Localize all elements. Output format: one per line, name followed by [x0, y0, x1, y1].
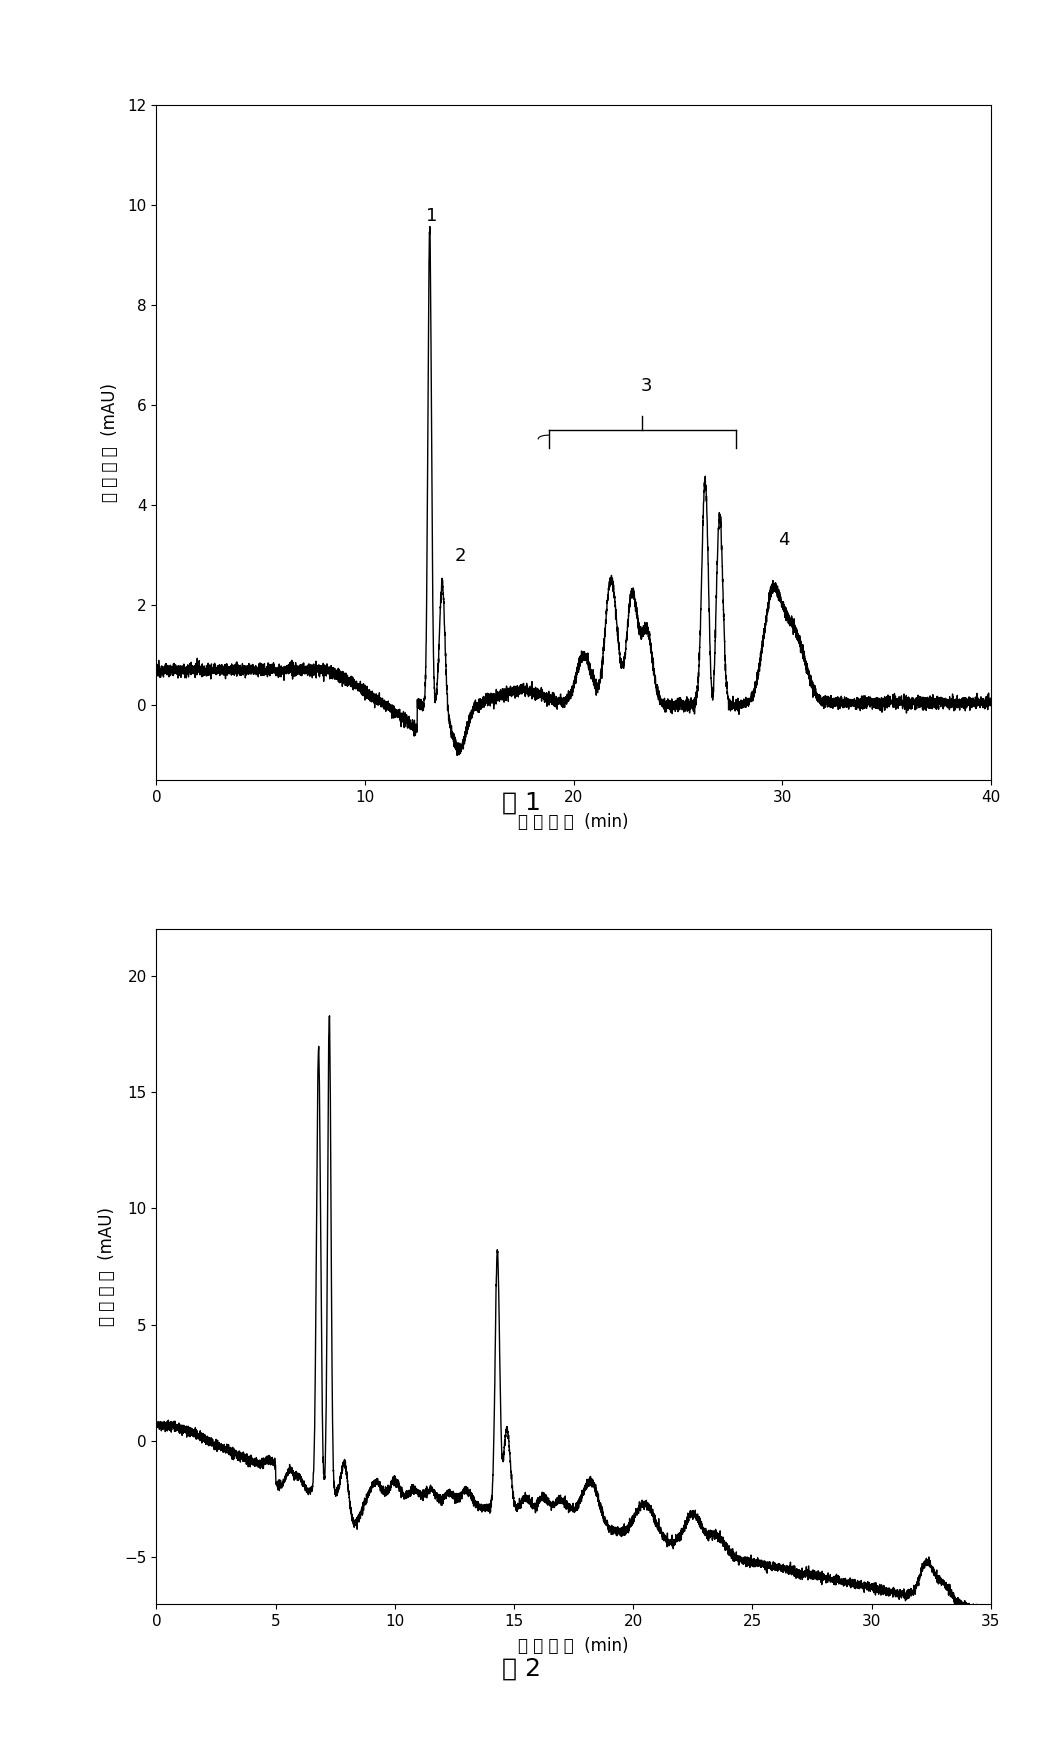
Text: 2: 2 [455, 547, 466, 564]
Text: 图 1: 图 1 [502, 791, 541, 815]
Y-axis label: 吸 收 强 度  (mAU): 吸 收 强 度 (mAU) [101, 384, 119, 501]
Y-axis label: 吸 收 强 度  (mAU): 吸 收 强 度 (mAU) [98, 1208, 116, 1325]
Text: 1: 1 [427, 207, 437, 224]
X-axis label: 迁 移 时 间  (min): 迁 移 时 间 (min) [518, 813, 629, 831]
X-axis label: 迁 移 时 间  (min): 迁 移 时 间 (min) [518, 1637, 629, 1655]
Text: 3: 3 [640, 377, 653, 394]
Text: 4: 4 [778, 531, 790, 549]
Text: 图 2: 图 2 [502, 1657, 541, 1681]
